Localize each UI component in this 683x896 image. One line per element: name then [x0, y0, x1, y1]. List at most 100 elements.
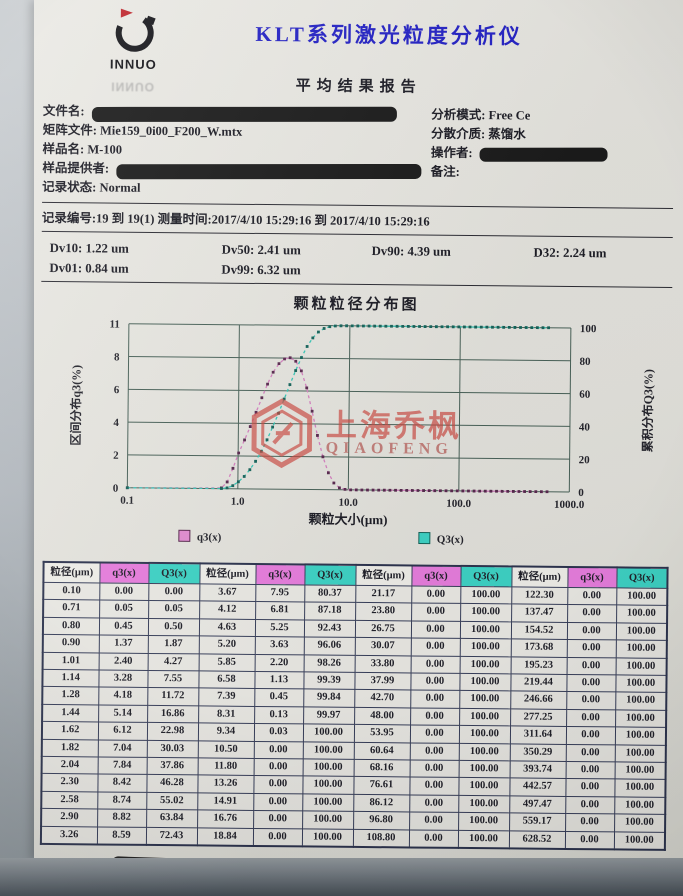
- series-marker-q3(x): [248, 425, 252, 428]
- cell-q3: 0.45: [98, 617, 149, 636]
- series-marker-Q3(x): [225, 486, 229, 490]
- series-marker-q3(x): [321, 455, 325, 459]
- series-marker-q3(x): [483, 489, 487, 493]
- col-header-Q3: Q3(x): [304, 564, 356, 586]
- cell-q3: 3.28: [98, 669, 148, 688]
- series-marker-q3(x): [472, 489, 476, 493]
- cell-size: 14.91: [197, 792, 254, 811]
- cell-q3: 0.00: [567, 604, 617, 623]
- cell-q3: 0.13: [254, 706, 304, 725]
- cell-size: 1.28: [42, 686, 99, 705]
- cell-size: 4.63: [198, 618, 256, 637]
- cell-q3: 2.20: [254, 654, 304, 672]
- cell-size: 96.80: [353, 811, 410, 830]
- redaction-bar: [91, 106, 397, 122]
- cell-q3: 8.82: [97, 809, 147, 828]
- y-right-tick: 60: [579, 389, 591, 401]
- series-marker-q3(x): [310, 409, 314, 413]
- cell-Q3: 100.00: [458, 743, 510, 761]
- series-marker-q3(x): [478, 489, 482, 493]
- cell-size: 1.01: [42, 652, 99, 670]
- cell-size: 0.71: [43, 599, 100, 618]
- cell-q3: 0.00: [253, 793, 303, 812]
- cell-Q3: 100.00: [614, 744, 666, 763]
- cell-size: 0.90: [42, 634, 99, 653]
- series-marker-q3(x): [489, 489, 493, 493]
- series-marker-q3(x): [500, 489, 504, 493]
- cell-size: 26.75: [354, 620, 412, 639]
- cell-size: 16.76: [197, 810, 254, 829]
- cell-q3: 0.03: [253, 723, 304, 742]
- cell-size: 219.44: [510, 673, 567, 692]
- series-marker-Q3(x): [288, 383, 292, 386]
- col-header-q3: q3(x): [255, 563, 305, 585]
- dv-stat: D32: 2.24 um: [533, 245, 607, 261]
- series-marker-q3(x): [539, 490, 543, 494]
- dv-stat: Dv50: 2.41 um: [221, 242, 301, 258]
- cell-Q3: 7.55: [147, 670, 199, 689]
- info-label: 文件名:: [42, 103, 88, 119]
- series-marker-q3(x): [371, 488, 375, 492]
- dv-stat: Dv01: 0.84 um: [49, 260, 129, 276]
- cell-q3: 1.37: [98, 635, 148, 654]
- series-marker-Q3(x): [451, 325, 455, 329]
- cell-Q3: 100.00: [302, 741, 354, 760]
- y-right-tick: 80: [579, 356, 591, 368]
- cell-Q3: 99.97: [303, 706, 355, 725]
- series-marker-q3(x): [225, 480, 229, 484]
- innuo-logo: INNUO INNUO: [93, 6, 174, 94]
- series-marker-Q3(x): [356, 324, 360, 328]
- info-line: 备注:: [431, 163, 674, 184]
- cell-Q3: 22.98: [146, 722, 199, 741]
- cell-size: 559.17: [509, 813, 566, 832]
- x-axis-label: 颗粒大小(μm): [309, 511, 388, 527]
- info-label: 分散介质:: [430, 126, 489, 142]
- cell-q3: 0.00: [410, 690, 460, 709]
- info-line: 分析模式: Free Ce: [431, 106, 674, 127]
- series-marker-Q3(x): [457, 325, 461, 329]
- series-marker-q3(x): [506, 489, 510, 493]
- series-marker-q3(x): [288, 356, 292, 360]
- series-marker-q3(x): [260, 396, 264, 400]
- series-marker-q3(x): [399, 488, 403, 492]
- legend-label-q3: q3(x): [197, 531, 222, 543]
- cell-Q3: 100.00: [614, 727, 667, 746]
- cell-size: 30.07: [354, 637, 411, 656]
- cell-size: 4.12: [199, 601, 256, 620]
- cell-Q3: 100.00: [614, 779, 666, 798]
- y-right-tick: 0: [578, 487, 584, 499]
- series-marker-Q3(x): [339, 324, 343, 328]
- cell-size: 108.80: [352, 829, 410, 848]
- cell-size: 60.64: [353, 742, 410, 761]
- series-marker-Q3(x): [496, 325, 500, 329]
- series-marker-Q3(x): [317, 330, 320, 334]
- y-right-tick: 20: [579, 454, 591, 466]
- series-marker-Q3(x): [125, 486, 129, 490]
- cell-Q3: 96.06: [303, 637, 355, 656]
- cell-Q3: 92.43: [303, 619, 356, 638]
- cell-size: 9.34: [197, 723, 255, 742]
- cell-size: 13.26: [197, 775, 254, 794]
- cell-Q3: 80.37: [304, 584, 356, 603]
- series-marker-Q3(x): [535, 326, 539, 330]
- info-label: 分析模式:: [431, 107, 489, 123]
- cell-Q3: 63.84: [146, 809, 198, 828]
- cell-q3: 0.00: [566, 622, 617, 641]
- cell-Q3: 100.00: [458, 795, 510, 814]
- series-marker-q3(x): [450, 489, 454, 493]
- col-header-q3: q3(x): [567, 566, 617, 588]
- series-marker-Q3(x): [412, 325, 416, 328]
- cell-Q3: 100.00: [614, 814, 666, 833]
- cell-q3: 0.00: [253, 741, 303, 759]
- cell-Q3: 100.00: [616, 605, 668, 624]
- cell-size: 3.26: [40, 826, 98, 845]
- y-left-axis-label: 区间分布q3(%): [68, 365, 84, 446]
- cell-Q3: 46.28: [146, 774, 198, 793]
- innuo-logo-icon: [115, 8, 156, 52]
- cell-Q3: 100.00: [459, 638, 511, 657]
- cell-Q3: 100.00: [460, 603, 512, 622]
- series-marker-q3(x): [237, 451, 241, 455]
- cell-Q3: 16.86: [147, 705, 199, 724]
- info-label: 样品提供者:: [42, 160, 113, 176]
- series-marker-Q3(x): [328, 325, 332, 329]
